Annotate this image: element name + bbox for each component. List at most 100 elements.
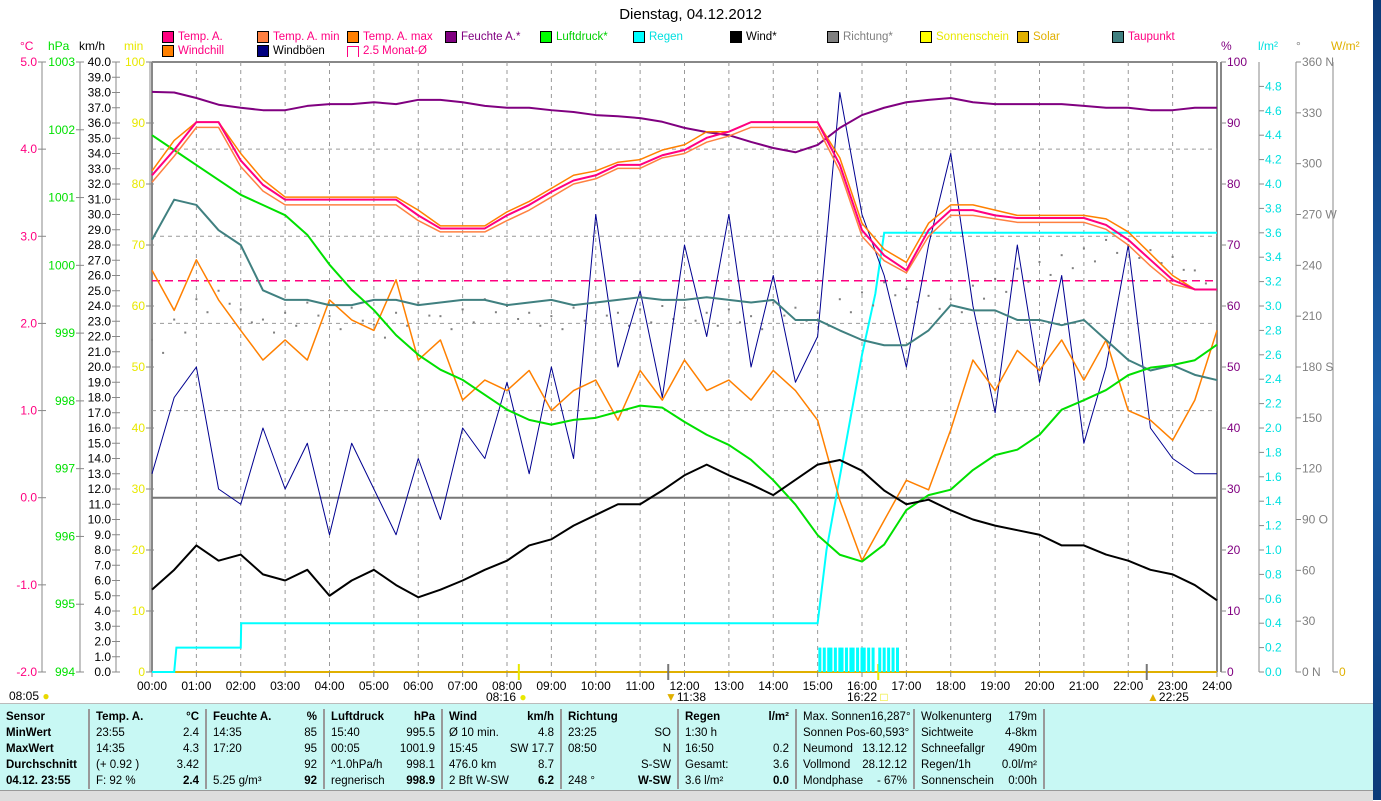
kmh-tick-label: 10.0 xyxy=(88,513,112,527)
direction-point xyxy=(561,328,564,331)
panel-row: 2 Bft W-SW 6.2 xyxy=(449,773,554,789)
rain-rate-bar xyxy=(887,647,891,672)
kmh-tick-label: 40.0 xyxy=(88,55,112,69)
rain-tick-label: 0.8 xyxy=(1265,567,1282,581)
kmh-tick-label: 16.0 xyxy=(88,421,112,435)
rain-rate-bar xyxy=(882,647,886,672)
panel-cell: 6.2 xyxy=(538,775,554,787)
panel-cell: SW 17.7 xyxy=(509,743,554,755)
unit-hpa: hPa xyxy=(48,39,70,53)
direction-point xyxy=(261,318,264,321)
panel-cell: 3.6 xyxy=(773,759,789,771)
panel-cell: Sonnenschein xyxy=(921,775,994,787)
direction-point xyxy=(1216,289,1218,292)
kmh-tick-label: 9.0 xyxy=(94,528,111,542)
panel-cell: -60,593° xyxy=(865,727,910,739)
direction-point xyxy=(816,311,819,314)
time-label: 09:00 xyxy=(536,679,566,693)
status-bar xyxy=(0,790,1373,801)
kmh-tick-label: 12.0 xyxy=(88,482,112,496)
panel-row: 476.0 km 8.7 xyxy=(449,757,554,773)
direction-tick-label: 60 xyxy=(1302,563,1316,577)
press-column: Luftdruck hPa 15:40 995.5 00:05 1001.9 ^1.0hPa… xyxy=(325,709,443,789)
direction-point xyxy=(639,308,642,311)
panel-cell: Feuchte A. xyxy=(213,711,272,723)
kmh-tick-label: 13.0 xyxy=(88,467,112,481)
kmh-tick-label: 34.0 xyxy=(88,147,112,161)
percent-tick-label: 80 xyxy=(1227,177,1241,191)
sun-icon: ● xyxy=(519,690,527,704)
hpa-tick-label: 997 xyxy=(55,462,75,476)
panel-cell: 85 xyxy=(304,727,317,739)
celsius-tick-label: -1.0 xyxy=(16,578,37,592)
min-tick-label: 0 xyxy=(138,665,145,679)
legend-label: Solar xyxy=(1033,31,1060,43)
direction-point xyxy=(1138,257,1141,259)
panel-cell: 4-8km xyxy=(1005,727,1037,739)
panel-row: Regen/1h 0.0l/m² xyxy=(921,757,1037,773)
panel-cell: 17:20 xyxy=(213,743,242,755)
panel-cell: km/h xyxy=(527,711,554,723)
direction-point xyxy=(195,298,198,301)
panel-row: 248 ° W-SW xyxy=(568,773,671,789)
panel-row: Temp. A. °C xyxy=(96,709,199,725)
panel-row: 23:25 SO xyxy=(568,725,671,741)
temp-column: Temp. A. °C 23:55 2.4 14:35 4.3 (+ 0.92 ) 3.42 F… xyxy=(90,709,207,789)
direction-point xyxy=(217,289,220,292)
direction-point xyxy=(361,319,364,322)
panel-row: 3.6 l/m² 0.0 xyxy=(685,773,789,789)
kmh-tick-label: 17.0 xyxy=(88,406,112,420)
direction-point xyxy=(273,331,276,334)
unit-lm2: l/m² xyxy=(1258,39,1278,53)
legend-label: Luftdruck* xyxy=(556,31,608,43)
direction-tick-label: 270 W xyxy=(1302,208,1337,222)
panel-row: S-SW xyxy=(568,757,671,773)
time-label: 10:00 xyxy=(581,679,611,693)
rain-rate-bar xyxy=(833,647,837,672)
direction-point xyxy=(1082,247,1085,250)
moon-a-label: ▼11:38 xyxy=(665,690,707,704)
direction-tick-label: 240 xyxy=(1302,258,1322,272)
kmh-tick-label: 3.0 xyxy=(94,619,111,633)
rain-total-line xyxy=(152,231,1217,673)
legend-swatch xyxy=(347,45,359,57)
rain-rate-bar xyxy=(822,647,826,672)
panel-cell: Wind xyxy=(449,711,477,723)
panel-row: Max. Sonnen 16,287° xyxy=(803,709,911,725)
direction-point xyxy=(517,318,520,320)
direction-point xyxy=(983,297,986,300)
direction-tick-label: 30 xyxy=(1302,614,1316,628)
rain-tick-label: 3.0 xyxy=(1265,299,1282,313)
moon-icon: ▼ xyxy=(665,690,677,704)
direction-point xyxy=(472,321,475,324)
direction-point xyxy=(1105,238,1108,241)
unit-percent: % xyxy=(1221,39,1232,53)
direction-point xyxy=(1171,255,1174,258)
kmh-tick-label: 37.0 xyxy=(88,101,112,115)
legend-label: Windchill xyxy=(178,45,225,57)
time-label: 05:00 xyxy=(359,679,389,693)
panel-cell: 92 xyxy=(304,759,317,771)
legend-swatch xyxy=(1112,31,1124,43)
panel-cell: 08:50 xyxy=(568,743,597,755)
panel-cell: 998.9 xyxy=(406,775,435,787)
panel-row: 00:05 1001.9 xyxy=(331,741,435,757)
direction-point xyxy=(395,311,398,314)
direction-point xyxy=(838,298,841,301)
direction-point xyxy=(916,301,919,304)
min-tick-label: 20 xyxy=(132,543,146,557)
panel-cell: 2.4 xyxy=(183,775,199,787)
min-tick-label: 80 xyxy=(132,177,146,191)
direction-tick-label: 120 xyxy=(1302,462,1322,476)
rain-tick-label: 0.4 xyxy=(1265,616,1282,630)
legend-swatch xyxy=(257,45,269,57)
panel-cell: Ø 10 min. xyxy=(449,727,499,739)
direction-point xyxy=(927,294,930,297)
panel-cell: hPa xyxy=(413,711,435,723)
panel-cell: Regen xyxy=(685,711,721,723)
panel-cell: 5.25 g/m³ xyxy=(213,775,262,787)
time-label: 17:00 xyxy=(891,679,921,693)
percent-tick-label: 30 xyxy=(1227,482,1241,496)
panel-cell: l/m² xyxy=(768,711,789,723)
direction-point xyxy=(528,311,531,314)
